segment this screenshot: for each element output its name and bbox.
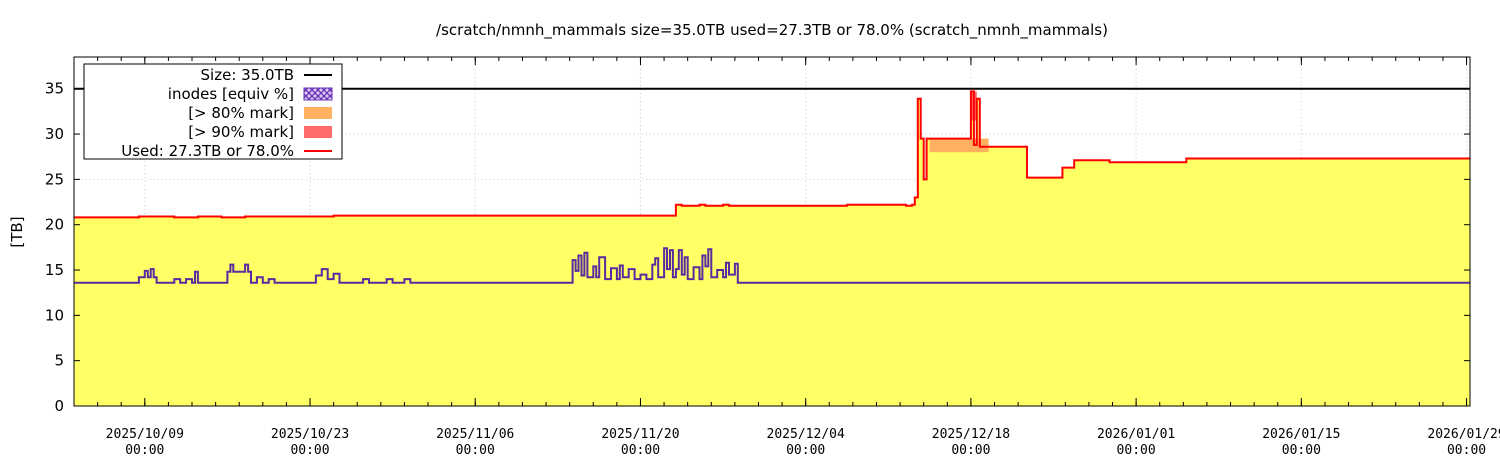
x-tick-label-time: 00:00	[951, 443, 990, 458]
x-tick-label-time: 00:00	[125, 443, 164, 458]
x-tick-label-date: 2026/01/15	[1262, 427, 1340, 442]
y-axis-label: [TB]	[8, 216, 26, 247]
y-tick-label: 5	[54, 352, 64, 370]
y-tick-label: 35	[45, 80, 64, 98]
legend-swatch	[303, 87, 333, 101]
x-tick-label-date: 2025/10/09	[106, 427, 184, 442]
x-tick-label-time: 00:00	[1282, 443, 1321, 458]
x-tick-label-time: 00:00	[456, 443, 495, 458]
used-line	[74, 90, 1470, 219]
x-tick-label-time: 00:00	[1447, 443, 1486, 458]
x-tick-label-date: 2025/10/23	[271, 427, 349, 442]
y-tick-label: 25	[45, 170, 64, 188]
x-tick-label-date: 2025/12/18	[932, 427, 1010, 442]
y-tick-label: 0	[54, 397, 64, 415]
legend-label: Size: 35.0TB	[201, 66, 294, 84]
chart-title: /scratch/nmnh_mammals size=35.0TB used=2…	[436, 21, 1108, 40]
legend-label: Used: 27.3TB or 78.0%	[121, 142, 294, 160]
x-tick-label-time: 00:00	[290, 443, 329, 458]
legend-label: [> 80% mark]	[188, 104, 294, 122]
plot-frame	[73, 56, 1471, 407]
x-tick-label-time: 00:00	[786, 443, 825, 458]
y-tick-label: 30	[45, 125, 64, 143]
legend-box	[83, 63, 343, 160]
legend-label: inodes [equiv %]	[168, 85, 294, 103]
x-tick-label-date: 2025/12/04	[767, 427, 845, 442]
x-tick-label-date: 2025/11/06	[436, 427, 514, 442]
used-area	[74, 91, 1470, 407]
y-tick-label: 15	[45, 261, 64, 279]
y-tick-label: 10	[45, 306, 64, 324]
legend-swatch	[304, 126, 332, 138]
legend-swatch	[304, 107, 332, 119]
axis-ticks: 051015202530352025/10/0900:002025/10/230…	[45, 57, 1500, 458]
x-tick-label-time: 00:00	[621, 443, 660, 458]
used-area-layer	[74, 91, 1470, 407]
x-tick-label-time: 00:00	[1117, 443, 1156, 458]
x-tick-label-date: 2025/11/20	[601, 427, 679, 442]
inodes-line	[74, 247, 1470, 284]
legend-label: [> 90% mark]	[188, 123, 294, 141]
y-tick-label: 20	[45, 216, 64, 234]
x-tick-label-date: 2026/01/29	[1427, 427, 1500, 442]
x-tick-label-date: 2026/01/01	[1097, 427, 1175, 442]
